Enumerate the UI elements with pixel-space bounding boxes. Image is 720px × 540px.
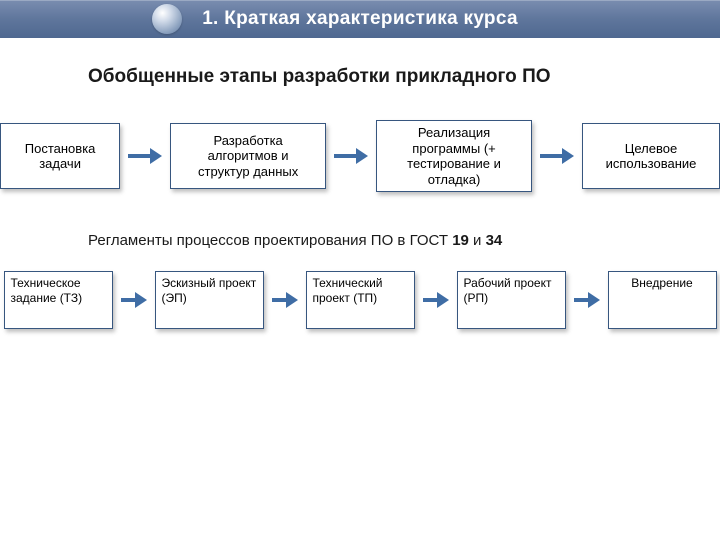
flow2-node-2: Технический проект (ТП) — [306, 271, 415, 329]
flow2-node-0: Техническое задание (ТЗ) — [4, 271, 113, 329]
arrow-icon — [272, 292, 298, 308]
flow2-node-3: Рабочий проект (РП) — [457, 271, 566, 329]
mid-text-sep: и — [469, 232, 486, 249]
flow1-node-1: Разработка алгоритмов и структур данных — [170, 123, 326, 189]
arrow-icon — [574, 292, 600, 308]
arrow-icon — [540, 148, 574, 164]
section-title: Обобщенные этапы разработки прикладного … — [88, 66, 720, 88]
flow1-node-0-label: Постановка задачи — [11, 141, 109, 172]
gost-num-2: 34 — [486, 232, 503, 249]
header-bar: 1. Краткая характеристика курса — [0, 0, 720, 38]
arrow-icon — [121, 292, 147, 308]
flow1-node-3: Целевое использование — [582, 123, 720, 189]
gost-num-1: 19 — [452, 232, 469, 249]
flow2-node-4-label: Внедрение — [631, 276, 692, 290]
flow1-node-1-label: Разработка алгоритмов и структур данных — [181, 133, 315, 180]
flow-row-1: Постановка задачи Разработка алгоритмов … — [0, 120, 720, 192]
header-title: 1. Краткая характеристика курса — [202, 8, 518, 30]
flow2-node-1-label: Эскизный проект (ЭП) — [162, 276, 257, 305]
flow2-node-3-label: Рабочий проект (РП) — [464, 276, 559, 305]
mid-text: Регламенты процессов проектирования ПО в… — [88, 232, 720, 249]
header-sphere-icon — [152, 4, 182, 34]
arrow-icon — [423, 292, 449, 308]
flow2-node-4: Внедрение — [608, 271, 717, 329]
flow-row-2: Техническое задание (ТЗ) Эскизный проект… — [0, 271, 720, 329]
arrow-icon — [334, 148, 368, 164]
flow2-node-2-label: Технический проект (ТП) — [313, 276, 408, 305]
arrow-icon — [128, 148, 162, 164]
flow1-node-2: Реализация программы (+ тестирование и о… — [376, 120, 532, 192]
flow2-node-0-label: Техническое задание (ТЗ) — [11, 276, 106, 305]
mid-text-prefix: Регламенты процессов проектирования ПО в… — [88, 232, 452, 249]
flow1-node-2-label: Реализация программы (+ тестирование и о… — [387, 125, 521, 187]
flow1-node-3-label: Целевое использование — [593, 141, 709, 172]
flow1-node-0: Постановка задачи — [0, 123, 120, 189]
flow2-node-1: Эскизный проект (ЭП) — [155, 271, 264, 329]
